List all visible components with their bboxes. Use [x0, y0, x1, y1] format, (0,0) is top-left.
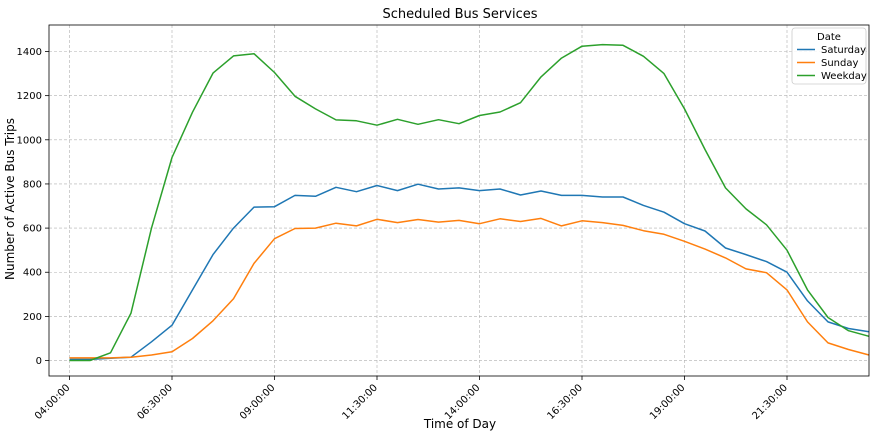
x-tick-label: 19:00:00: [648, 382, 688, 422]
y-tick-label: 1200: [17, 91, 42, 102]
x-tick-label: 09:00:00: [238, 382, 278, 422]
x-tick-label: 16:30:00: [545, 382, 585, 422]
y-axis-label: Number of Active Bus Trips: [3, 118, 17, 280]
plot-frame: [48, 24, 870, 377]
legend-label: Saturday: [821, 45, 866, 56]
y-tick-label: 600: [23, 224, 42, 235]
x-tick-label: 21:30:00: [750, 382, 790, 422]
legend-item-sunday: Sunday: [797, 58, 858, 69]
x-tick-label: 04:00:00: [33, 382, 73, 422]
legend-item-saturday: Saturday: [797, 45, 866, 56]
series-line-sunday: [69, 217, 870, 359]
legend-item-weekday: Weekday: [797, 71, 867, 82]
y-tick-label: 1000: [17, 135, 42, 146]
x-tick-label: 11:30:00: [340, 382, 380, 422]
y-tick-label: 1400: [17, 47, 42, 58]
legend-label: Weekday: [821, 71, 867, 82]
legend-items: Saturday Sunday Weekday: [797, 45, 867, 82]
legend-title: Date: [817, 32, 841, 43]
y-tick-label: 200: [23, 312, 42, 323]
series-line-saturday: [69, 183, 870, 361]
legend-box: [791, 27, 867, 85]
series-line-weekday: [69, 43, 870, 362]
legend: Date Saturday Sunday Weekday: [791, 27, 867, 85]
legend-label: Sunday: [821, 58, 858, 69]
axis-ticks: 0 200 400 600 800 1000 1200 1400 04:00:00 06:30:0…: [17, 47, 790, 422]
series-lines: [69, 43, 870, 362]
grid: [49, 25, 869, 376]
y-tick-label: 0: [36, 356, 42, 367]
y-tick-label: 800: [23, 179, 42, 190]
y-tick-label: 400: [23, 268, 42, 279]
x-tick-label: 06:30:00: [135, 382, 175, 422]
x-axis-label: Time of Day: [423, 417, 496, 431]
chart-title: Scheduled Bus Services: [382, 7, 537, 22]
